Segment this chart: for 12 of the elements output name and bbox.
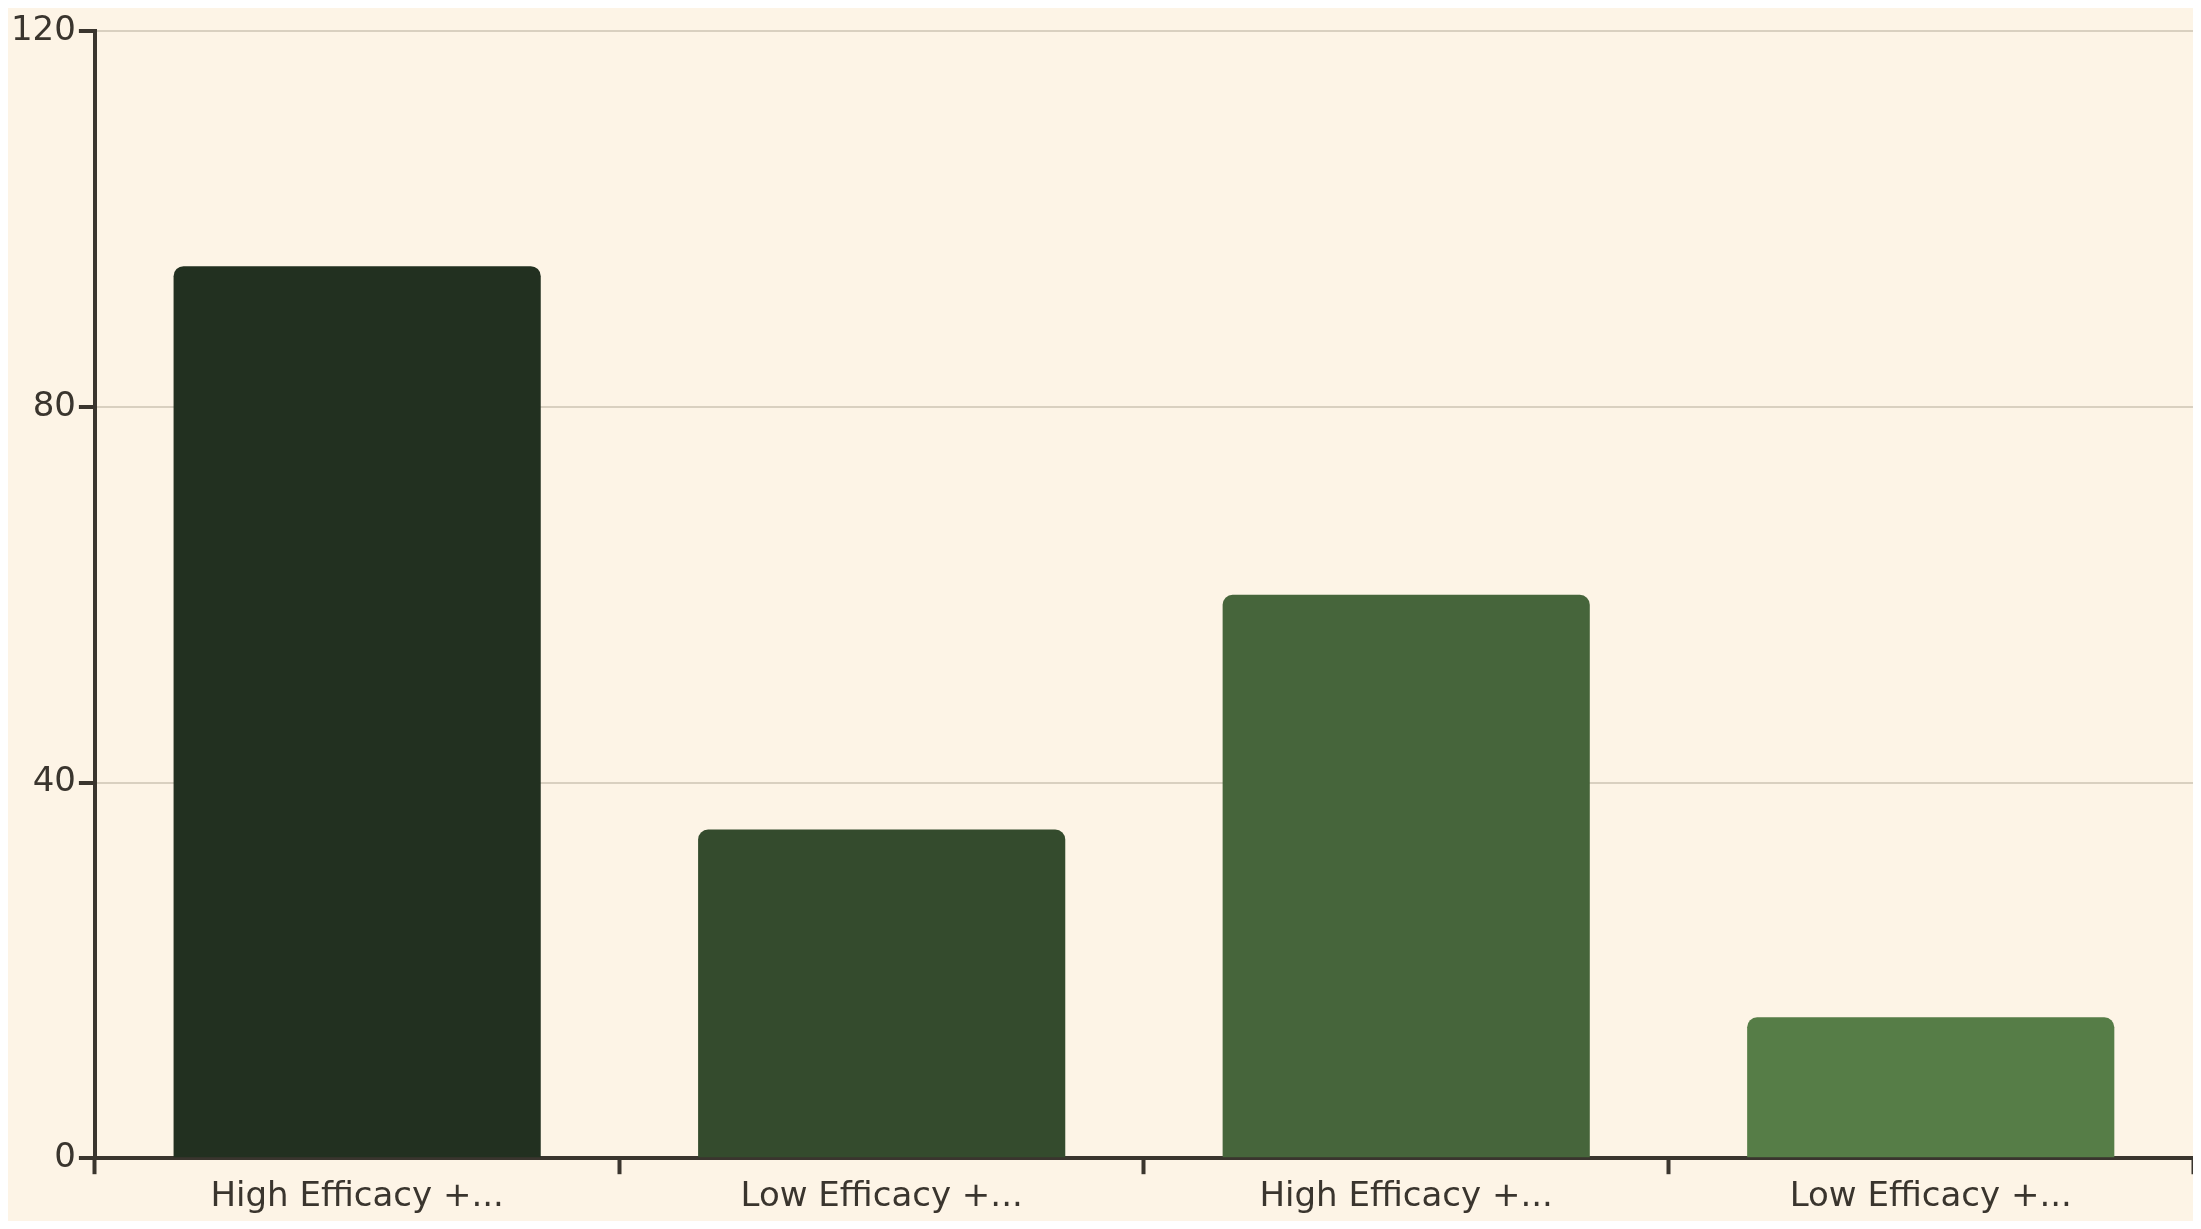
bar (173, 266, 541, 1158)
bar (698, 829, 1066, 1158)
x-tick-label: High Efficacy +... (210, 1174, 504, 1215)
x-tick-label: High Efficacy +... (1259, 1174, 1553, 1215)
bar (1747, 1017, 2115, 1158)
bar (1222, 594, 1590, 1158)
x-tick-label: Low Efficacy +... (1789, 1174, 2072, 1215)
y-tick-label: 0 (54, 1135, 76, 1176)
y-tick-label: 80 (32, 383, 76, 424)
y-tick-label: 120 (10, 8, 76, 49)
x-tick-label: Low Efficacy +... (740, 1174, 1023, 1215)
y-tick-label: 40 (32, 759, 76, 800)
